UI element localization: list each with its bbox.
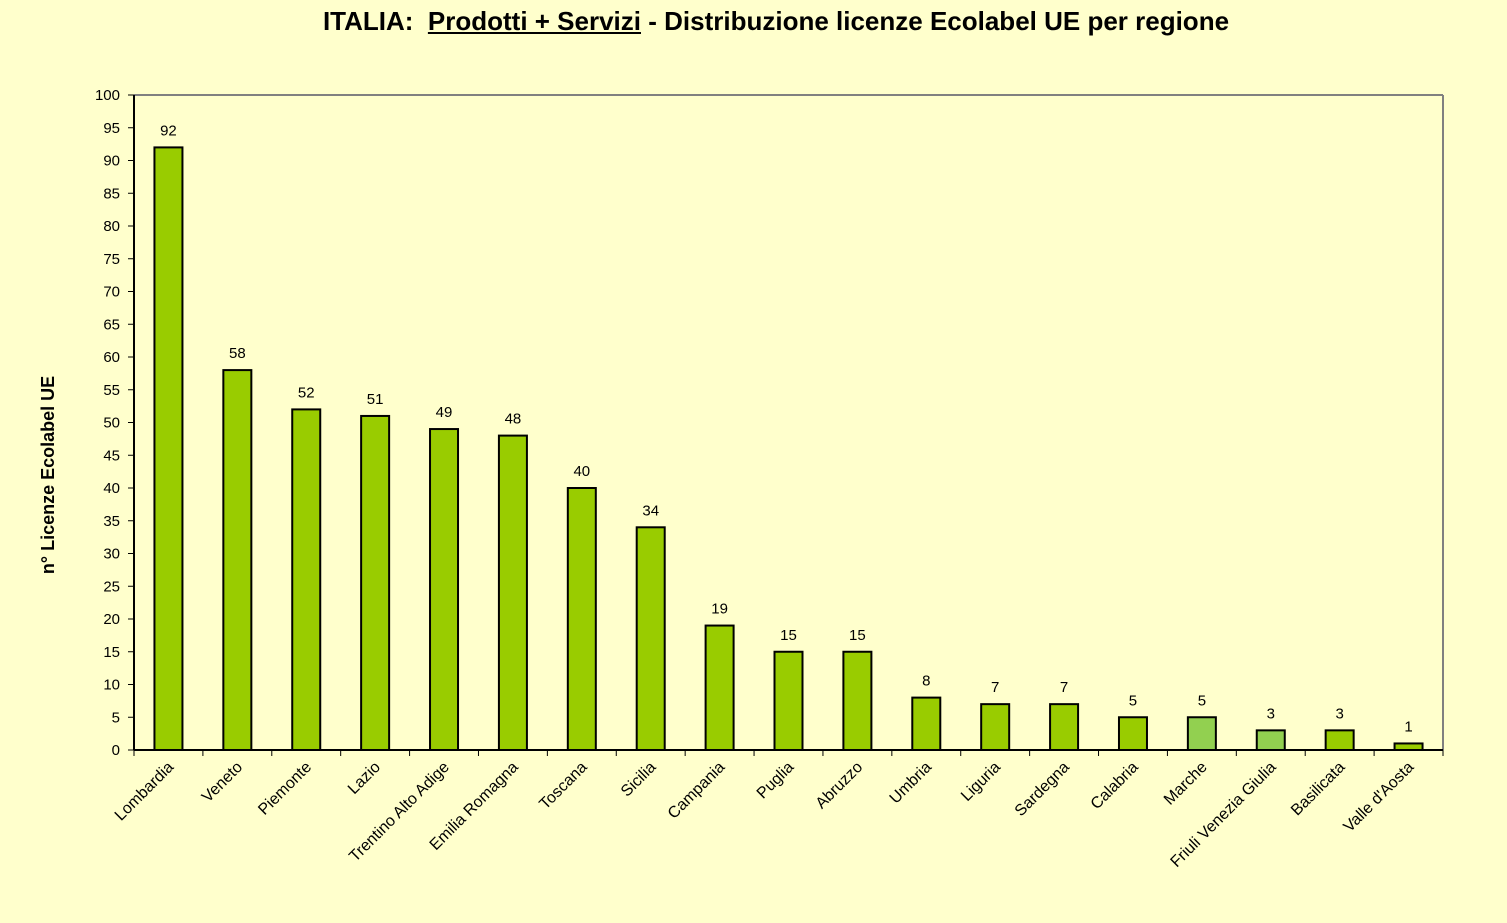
y-tick-label: 35 [103,513,120,530]
x-tick-label: Basilicata [1288,759,1349,820]
x-tick-label: Lazio [345,759,384,798]
y-axis-label: n° Licenze Ecolabel UE [38,376,58,574]
y-tick-label: 90 [103,153,120,170]
x-tick-label: Umbria [887,759,936,808]
y-tick-label: 40 [103,480,120,497]
y-tick-label: 15 [103,644,120,661]
y-tick-label: 0 [112,742,120,759]
bar-toscana [566,487,597,751]
data-label: 5 [1129,692,1137,709]
x-tick-label: Veneto [199,759,246,806]
data-label: 7 [991,679,999,696]
bar-umbria [911,696,942,751]
data-label: 7 [1060,679,1068,696]
bar-calabria [1117,716,1148,751]
data-label: 19 [711,601,728,618]
data-label: 48 [505,411,522,428]
bar-puglia [773,650,804,751]
bar-marche [1186,716,1217,751]
data-label: 92 [160,122,177,139]
y-tick-label: 100 [95,87,120,104]
x-tick-label: Toscana [536,759,590,813]
data-label: 3 [1335,705,1343,722]
x-tick-label: Calabria [1088,759,1142,813]
y-tick-label: 85 [103,185,120,202]
data-label: 58 [229,345,246,362]
title-underlined: Prodotti + Servizi [427,6,641,36]
bar-emilia-romagna [497,434,528,751]
y-tick-label: 65 [103,316,120,333]
bar-friuli-venezia-giulia [1255,729,1286,751]
data-label: 8 [922,673,930,690]
x-tick-label: Piemonte [255,759,315,819]
data-label: 5 [1198,692,1206,709]
data-label: 15 [849,627,866,644]
x-tick-label: Lombardia [112,759,178,825]
bar-lazio [360,414,391,751]
y-tick-label: 10 [103,677,120,694]
bar-piemonte [291,408,322,751]
bar-veneto [222,369,253,751]
y-tick-label: 30 [103,546,120,563]
bar-liguria [980,703,1011,752]
title-prefix: ITALIA: [322,6,414,36]
x-tick-label: Liguria [958,759,1004,805]
x-tick-label: Sardegna [1012,759,1073,820]
x-tick-label: Sicilia [618,759,660,801]
x-tick-label: Marche [1161,759,1211,809]
data-label: 40 [573,463,590,480]
x-tick-label: Campania [665,759,729,823]
x-tick-label: Abruzzo [813,759,867,813]
chart-title: ITALIA: Prodotti + Servizi - Distribuzio… [0,6,1507,37]
bar-lombardia [153,146,184,751]
data-label: 3 [1267,705,1275,722]
bar-sicilia [635,526,666,751]
y-tick-label: 55 [103,382,120,399]
y-tick-label: 25 [103,578,120,595]
x-tick-label: Puglia [754,759,798,803]
y-tick-label: 70 [103,284,120,301]
x-tick-label: Valle d'Aosta [1341,759,1418,836]
bar-abruzzo [842,650,873,751]
bar-sardegna [1049,703,1080,752]
data-label: 15 [780,627,797,644]
y-tick-label: 60 [103,349,120,366]
data-label: 49 [436,404,453,421]
y-tick-label: 95 [103,120,120,137]
data-label: 1 [1404,718,1412,735]
bar-campania [704,624,735,751]
data-label: 52 [298,384,315,401]
y-tick-label: 80 [103,218,120,235]
bar-trentino-alto-adige [429,428,460,751]
data-label: 51 [367,391,384,408]
title-suffix: - Distribuzione licenze Ecolabel UE per … [648,6,1230,36]
y-tick-label: 45 [103,447,120,464]
y-tick-label: 50 [103,415,120,432]
y-tick-label: 75 [103,251,120,268]
y-tick-label: 5 [112,709,120,726]
bar-basilicata [1324,729,1355,751]
y-tick-label: 20 [103,611,120,628]
data-label: 34 [642,502,659,519]
